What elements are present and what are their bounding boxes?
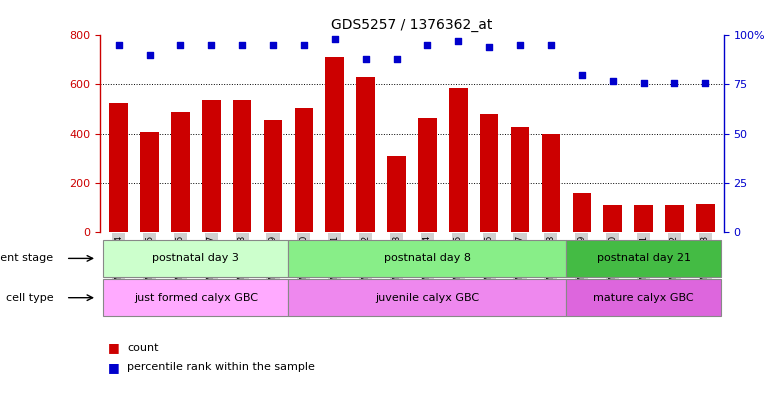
Point (483, 44, 495, 50)
Bar (696, 204, 715, 232)
Bar (202, 101, 220, 232)
Point (205, 42, 217, 48)
Text: count: count (127, 343, 159, 353)
Point (699, 79, 711, 86)
Bar (541, 134, 560, 232)
Bar (566, 240, 721, 277)
Point (112, 42, 125, 48)
Point (298, 42, 310, 48)
Bar (573, 193, 591, 232)
Point (360, 56, 372, 62)
Bar (103, 240, 289, 277)
Point (390, 56, 403, 62)
Text: percentile rank within the sample: percentile rank within the sample (127, 362, 315, 373)
Text: just formed calyx GBC: just formed calyx GBC (134, 293, 258, 303)
Bar (326, 57, 344, 232)
Bar (604, 205, 622, 232)
Point (514, 42, 526, 48)
Bar (233, 101, 251, 232)
Bar (289, 279, 566, 316)
Bar (295, 108, 313, 232)
Point (421, 42, 434, 48)
Bar (109, 103, 128, 232)
Bar (264, 120, 283, 232)
Bar (140, 132, 159, 232)
Bar (511, 127, 529, 232)
Point (329, 36, 341, 42)
Point (452, 38, 464, 44)
Bar (480, 114, 498, 232)
Bar (449, 88, 467, 232)
Point (668, 79, 681, 86)
Point (143, 52, 156, 58)
Bar (387, 156, 406, 232)
Bar (357, 77, 375, 232)
Point (174, 42, 186, 48)
Point (607, 77, 619, 84)
Point (638, 79, 650, 86)
Point (576, 72, 588, 78)
Bar (289, 240, 566, 277)
Bar (418, 118, 437, 232)
Point (544, 42, 557, 48)
Text: juvenile calyx GBC: juvenile calyx GBC (375, 293, 480, 303)
Point (267, 42, 280, 48)
Point (236, 42, 248, 48)
Text: cell type: cell type (5, 293, 53, 303)
Bar (171, 112, 189, 232)
Bar (634, 205, 653, 232)
Text: ■: ■ (108, 361, 119, 374)
Bar (103, 279, 289, 316)
Text: ■: ■ (108, 341, 119, 354)
Text: postnatal day 21: postnatal day 21 (597, 253, 691, 263)
Text: postnatal day 8: postnatal day 8 (384, 253, 471, 263)
Bar (665, 205, 684, 232)
Text: mature calyx GBC: mature calyx GBC (593, 293, 694, 303)
Bar (566, 279, 721, 316)
Text: postnatal day 3: postnatal day 3 (152, 253, 239, 263)
Title: GDS5257 / 1376362_at: GDS5257 / 1376362_at (331, 18, 493, 31)
Text: development stage: development stage (0, 253, 53, 263)
